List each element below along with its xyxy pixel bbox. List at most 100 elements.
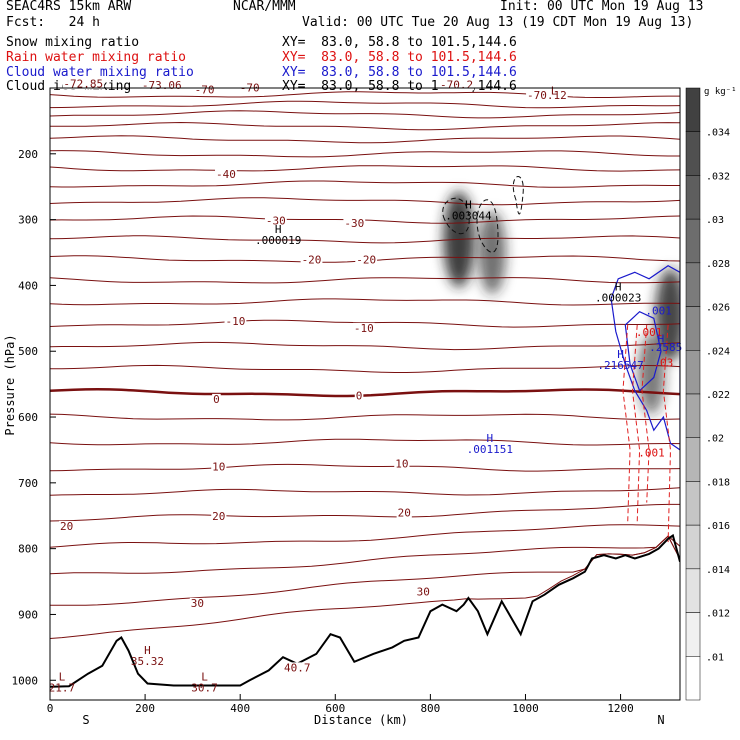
cloud-ice-blob <box>638 334 665 415</box>
isotherm-label: -40 <box>216 168 236 181</box>
isotherm-label: -70.2 <box>440 78 473 91</box>
colorbar-tick-label: .012 <box>706 609 730 620</box>
extremum-marker: H <box>465 198 472 211</box>
colorbar-bin <box>685 656 701 701</box>
colorbar-bin <box>685 131 701 176</box>
isotherm-line <box>50 121 680 131</box>
colorbar-tick-label: .014 <box>706 565 730 576</box>
cloud-ice-blob <box>655 268 680 362</box>
isotherm-label-bg <box>355 254 378 266</box>
colorbar-tick-label: .022 <box>706 390 730 401</box>
field-name-rain: Rain water mixing ratio <box>6 50 187 65</box>
colorbar-tick-label: .03 <box>706 215 724 226</box>
isotherm-label: 30 <box>417 586 430 599</box>
isotherm-label: -70.12 <box>527 89 567 102</box>
y-tick-label: 900 <box>18 608 38 621</box>
hydrometeor-contours <box>442 176 680 543</box>
y-tick-label: 400 <box>18 279 38 292</box>
isotherm-label: -72.85 <box>63 78 103 91</box>
snow-contour <box>476 199 499 253</box>
terrain-profile <box>50 533 680 688</box>
hydrometeor-label: .03 <box>653 356 673 369</box>
extremum-marker: H <box>275 223 282 236</box>
y-tick-label: 500 <box>18 345 38 358</box>
isotherm-line <box>50 364 680 373</box>
isotherm-label-bg <box>396 507 412 519</box>
isotherm-label: -10 <box>225 315 245 328</box>
y-tick-label: 300 <box>18 214 38 227</box>
x-end-label-south: S <box>82 713 89 727</box>
isotherm-line <box>50 319 680 328</box>
isotherm-line <box>50 524 680 548</box>
isotherm-line <box>50 91 680 98</box>
isotherm-line <box>50 135 680 144</box>
extremum-value: .001151 <box>467 443 513 456</box>
rain-contour <box>641 324 650 503</box>
isotherm-label-bg <box>343 218 366 230</box>
colorbar-tick-label: .02 <box>706 434 724 445</box>
isotherm-label-bg <box>215 168 237 180</box>
colorbar-tick-label: .026 <box>706 303 730 314</box>
cloud-ice-blob <box>478 210 507 295</box>
colorbar-bin <box>685 306 701 351</box>
isotherm-label: 10 <box>212 461 225 474</box>
isotherm-line <box>50 197 680 206</box>
y-tick-label: 200 <box>18 148 38 161</box>
colorbar-tick-label: .034 <box>706 128 730 139</box>
isotherm-label: -30 <box>266 215 286 228</box>
org-label: NCAR/MMM <box>233 0 296 14</box>
rain-contour <box>662 324 671 543</box>
extremum-marker: L <box>59 670 66 683</box>
hydrometeor-label: .2585 <box>649 341 682 354</box>
isotherm-label: 10 <box>395 457 408 470</box>
y-tick-label: 700 <box>18 477 38 490</box>
isotherm-line <box>50 463 680 472</box>
field-xy-cloud-water: XY= 83.0, 58.8 to 101.5,144.6 <box>282 65 517 80</box>
x-axis-label: Distance (km) <box>314 713 408 727</box>
isotherm-label: 20 <box>60 520 73 533</box>
isotherm-label: -30 <box>344 217 364 230</box>
isotherm-line <box>50 277 680 284</box>
colorbar-bin <box>685 87 701 132</box>
isotherm-label: 20 <box>212 510 225 523</box>
isotherm-line <box>50 535 680 639</box>
isotherm-label: -73.06 <box>142 79 182 92</box>
extremum-marker: H <box>617 348 624 361</box>
isotherm-line <box>50 150 680 158</box>
colorbar-tick-label: .01 <box>706 652 724 663</box>
colorbar-tick-label: .016 <box>706 521 730 532</box>
colorbar-bin <box>685 218 701 264</box>
colorbar-bin <box>685 481 701 526</box>
isotherm-label-bg <box>193 84 216 96</box>
contour-labels: -72.85 -73.06 -70 -70 -70.2-70.12-40-30 -30-2… <box>49 78 683 695</box>
colorbar-bin <box>685 612 701 657</box>
isotherm-line <box>50 180 680 188</box>
snow-contour <box>512 176 524 215</box>
isotherm-label: -70 <box>195 84 215 97</box>
colorbar-tick-label: .032 <box>706 171 730 182</box>
colorbar-bin <box>685 437 701 482</box>
extremum-marker: H <box>144 644 151 657</box>
extremum-value: .000019 <box>255 234 301 247</box>
colorbar-bin <box>685 393 701 438</box>
isotherm-line <box>50 110 680 119</box>
cloud-water-contour <box>610 264 680 451</box>
isotherm-line <box>50 341 680 351</box>
isotherm-label-bg <box>300 254 323 266</box>
field-name-cloud-water: Cloud water mixing ratio <box>6 65 194 80</box>
rain-contour <box>622 324 631 523</box>
isotherm-label-bg <box>283 662 312 674</box>
isotherm-label-bg <box>189 597 205 609</box>
isotherm-line <box>50 487 680 496</box>
isotherm-label: -20 <box>356 253 376 266</box>
plot-frame <box>49 87 681 701</box>
isotherm-label: -10 <box>354 322 374 335</box>
extremum-value: .216547 <box>597 359 643 372</box>
isotherm-label-bg <box>59 520 75 532</box>
isotherm-label-bg <box>211 511 227 523</box>
x-tick-label: 200 <box>135 702 155 715</box>
isotherm-line <box>50 165 680 172</box>
temperature-contours <box>50 91 680 639</box>
colorbar-bin <box>685 350 701 395</box>
